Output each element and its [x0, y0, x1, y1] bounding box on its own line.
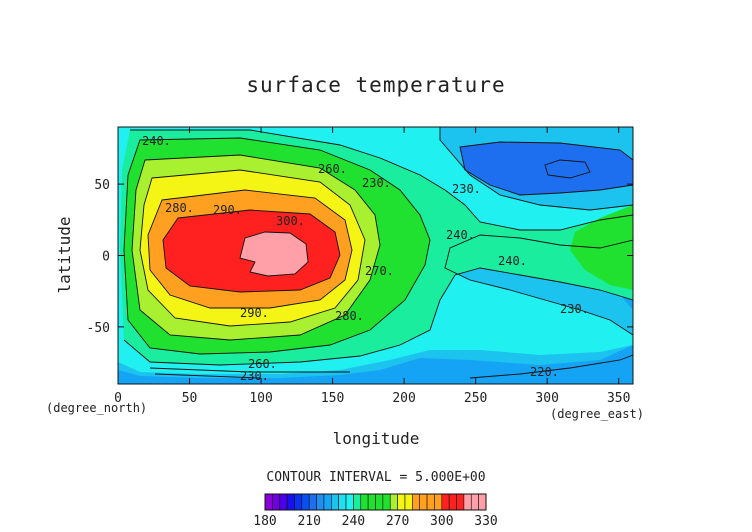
y-tick-label: 50	[94, 178, 110, 193]
colorbar-segment	[338, 493, 347, 511]
colorbar-segment	[456, 493, 465, 511]
contour-label: 240.	[446, 228, 475, 242]
colorbar-segment	[264, 493, 273, 511]
colorbar-segment	[301, 493, 310, 511]
color-legend: 180 210 240 270 300 330	[253, 493, 498, 529]
contour-lines	[123, 127, 633, 379]
colorbar-segment	[345, 493, 354, 511]
x-tick-label: 300	[535, 391, 558, 406]
colorbar-segment	[470, 493, 479, 511]
colorbar-segment	[330, 493, 339, 511]
colorbar-segment	[397, 493, 406, 511]
colorbar-frame	[264, 493, 487, 511]
x-tick-label: 350	[607, 391, 630, 406]
colorbar-segment	[434, 493, 443, 511]
colorbar-segment	[367, 493, 376, 511]
y-tick-label: -50	[87, 321, 110, 336]
contour-label: 260.	[248, 357, 277, 371]
x-tick-label: 0	[114, 391, 122, 406]
x-tick-label: 50	[182, 391, 198, 406]
contour-label: 230.	[560, 302, 589, 316]
contour-label: 280.	[165, 201, 194, 215]
colorbar-segment	[419, 493, 428, 511]
colorbar-segment	[308, 493, 317, 511]
colorbar-segment	[463, 493, 472, 511]
x-tick-label: 100	[249, 391, 272, 406]
contour-label: 300.	[276, 214, 305, 228]
colorbar-segment	[426, 493, 435, 511]
contour-label: 290.	[213, 203, 242, 217]
colorbar-segment	[286, 493, 295, 511]
x-unit: (degree_east)	[550, 407, 644, 421]
colorbar-tick-label: 270	[386, 514, 409, 529]
contour-label-group: 240. 260. 230. 230. 280. 290. 300. 240. …	[142, 134, 589, 383]
y-tick-label: 0	[102, 250, 110, 265]
colorbar-segment	[375, 493, 384, 511]
x-origin-unit: (degree_north)	[46, 401, 147, 415]
contour-label: 290.	[240, 306, 269, 320]
colorbar-segment	[279, 493, 288, 511]
colorbar-tick-label: 210	[297, 514, 320, 529]
x-tick-label: 250	[464, 391, 487, 406]
contour-label: 260.	[318, 162, 347, 176]
colorbar-segment	[316, 493, 325, 511]
contour-label: 270.	[365, 264, 394, 278]
y-axis: -50 0 50	[87, 178, 633, 336]
band-310-320	[240, 232, 308, 276]
contour-label: 240.	[142, 134, 171, 148]
y-axis-label: latitude	[55, 216, 74, 293]
contour-label: 280.	[335, 309, 364, 323]
colorbar-segment	[404, 493, 413, 511]
contour-label: 230.	[240, 369, 269, 383]
colorbar-segment	[353, 493, 362, 511]
colorbar-tick-label: 180	[253, 514, 276, 529]
colorbar-segment	[412, 493, 421, 511]
x-tick-label: 200	[392, 391, 415, 406]
contour-label: 240.	[498, 254, 527, 268]
contour-interval: CONTOUR INTERVAL = 5.000E+00	[266, 470, 485, 485]
colorbar-segment	[448, 493, 457, 511]
contour-label: 220.	[530, 365, 559, 379]
colorbar-tick-label: 240	[342, 514, 365, 529]
colorbar-segment	[323, 493, 332, 511]
contour-label: 230.	[452, 182, 481, 196]
colorbar-segment	[389, 493, 398, 511]
colorbar-tick-label: 330	[474, 514, 497, 529]
x-axis-label: longitude	[333, 429, 420, 448]
x-tick-label: 150	[321, 391, 344, 406]
temperature-field	[118, 127, 633, 384]
chart-title: surface temperature	[246, 73, 505, 97]
colorbar-segment	[441, 493, 450, 511]
colorbar-segment	[382, 493, 391, 511]
colorbar-segment	[294, 493, 303, 511]
contour-label: 230.	[362, 176, 391, 190]
colorbar-segment	[272, 493, 281, 511]
colorbar-segment	[478, 493, 487, 511]
colorbar-tick-label: 300	[430, 514, 453, 529]
x-axis: 0 50 100 150 200 250 300 350	[114, 127, 630, 406]
colorbar-segment	[360, 493, 369, 511]
